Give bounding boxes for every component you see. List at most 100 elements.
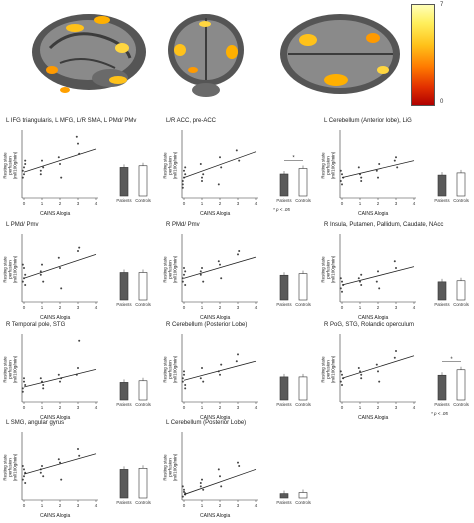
data-point: [184, 384, 187, 386]
panel-plot: 0 1 2 3 4 Patients Controls *: [339, 334, 469, 410]
x-tick-label: 4: [95, 503, 98, 508]
data-point: [201, 267, 203, 269]
data-point: [23, 377, 25, 380]
data-point: [21, 390, 24, 393]
data-point: [23, 166, 25, 169]
panel-title: R PoG, STG, Rolandic operculum: [324, 322, 415, 328]
data-point: [341, 280, 343, 283]
data-point: [183, 273, 185, 276]
data-point: [202, 380, 205, 383]
data-point: [183, 267, 185, 269]
panel-plot: 0 1 2 3 4 Patients Controls: [181, 234, 311, 310]
panel: L Cerebellum (Anterior lobe), LiG Resting…: [318, 118, 469, 217]
data-point: [181, 183, 184, 186]
panel-plot: 0 1 2 3 4 Patients Controls: [339, 234, 469, 310]
bar-label: Controls: [135, 402, 151, 407]
data-point: [24, 273, 27, 276]
data-point: [24, 384, 27, 386]
x-tick-label: 2: [219, 405, 222, 410]
bar-label: Patients: [276, 402, 291, 407]
panel-plot: 0 1 2 3 4 Patients Controls: [181, 334, 311, 410]
x-axis-label: CAINS Alogia: [40, 415, 71, 421]
data-point: [42, 280, 45, 283]
data-point: [219, 156, 221, 159]
data-point: [378, 163, 381, 165]
data-point: [24, 159, 27, 162]
data-point: [396, 166, 399, 169]
data-point: [237, 253, 239, 256]
data-point: [341, 384, 343, 386]
data-point: [219, 475, 221, 478]
data-point: [21, 176, 24, 179]
data-point: [201, 176, 203, 179]
data-point: [360, 377, 363, 380]
bar-label: Patients: [276, 198, 291, 203]
bar-label: Controls: [295, 402, 311, 407]
controls-bar: [456, 280, 466, 301]
x-tick-label: 0: [23, 201, 26, 206]
data-point: [39, 273, 42, 276]
panel: L Cerebellum (Posterior Lobe) Resting sta…: [160, 420, 311, 519]
x-tick-label: 2: [377, 201, 380, 206]
x-tick-label: 0: [341, 305, 344, 310]
bar-label: Patients: [276, 500, 291, 505]
x-tick-label: 3: [77, 201, 80, 206]
data-point: [339, 169, 342, 172]
x-tick-label: 4: [95, 405, 98, 410]
data-point: [360, 176, 363, 179]
panel-title: L Cerebellum (Anterior lobe), LiG: [324, 118, 412, 124]
x-tick-label: 1: [41, 201, 44, 206]
x-tick-label: 0: [341, 201, 344, 206]
data-point: [181, 485, 184, 488]
bar-label: Patients: [276, 302, 291, 307]
regression-line: [183, 151, 257, 178]
x-axis-label: CAINS Alogia: [358, 315, 389, 321]
data-point: [181, 180, 184, 182]
data-point: [220, 485, 223, 488]
data-point: [219, 373, 221, 376]
data-point: [41, 263, 43, 266]
patients-bar: [437, 281, 447, 301]
x-tick-label: 4: [413, 405, 416, 410]
bar-label: Controls: [453, 402, 469, 407]
data-point: [75, 135, 78, 138]
data-point: [339, 287, 342, 290]
data-point: [39, 173, 42, 176]
x-axis-label: CAINS Alogia: [358, 211, 389, 217]
data-point: [57, 256, 60, 259]
data-point: [77, 448, 79, 450]
data-point: [202, 280, 205, 283]
data-point: [202, 488, 205, 491]
data-point: [339, 277, 342, 280]
x-tick-label: 2: [377, 305, 380, 310]
x-axis-label: CAINS Alogia: [40, 211, 71, 217]
data-point: [359, 370, 361, 373]
x-tick-label: 1: [201, 405, 204, 410]
data-point: [339, 370, 342, 373]
data-point: [77, 367, 79, 369]
data-point: [393, 356, 396, 359]
x-tick-label: 2: [59, 201, 62, 206]
x-tick-label: 1: [41, 405, 44, 410]
data-point: [21, 280, 24, 283]
x-tick-label: 3: [77, 305, 80, 310]
x-tick-label: 1: [41, 305, 44, 310]
data-point: [339, 180, 342, 182]
data-point: [77, 250, 79, 252]
data-point: [181, 277, 184, 280]
data-point: [60, 176, 63, 179]
panel-plot: 0 1 2 3 4 Patients Controls: [21, 432, 151, 508]
x-tick-label: 0: [23, 503, 26, 508]
patients-bar: [119, 382, 129, 401]
data-point: [235, 149, 238, 152]
data-point: [357, 166, 360, 169]
coronal-brain-image: [168, 14, 244, 97]
data-point: [237, 461, 239, 464]
data-point: [183, 488, 185, 491]
regression-line: [341, 355, 415, 379]
data-point: [59, 380, 61, 383]
x-axis-label: CAINS Alogia: [200, 315, 231, 321]
data-point: [42, 387, 45, 390]
x-tick-label: 1: [41, 503, 44, 508]
x-axis-label: CAINS Alogia: [40, 315, 71, 321]
